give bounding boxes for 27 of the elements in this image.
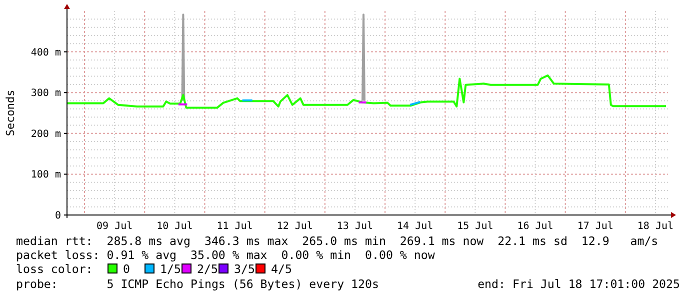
legend-label: 4/5 <box>271 262 292 276</box>
x-tick-label: 13 Jul <box>336 221 374 232</box>
legend-label: 0 <box>123 262 130 276</box>
line-series <box>66 74 667 109</box>
x-tick-label: 15 Jul <box>457 221 494 232</box>
x-tick-label: 10 Jul <box>156 221 193 232</box>
x-tick-label: 14 Jul <box>397 221 434 232</box>
y-tick-label: 400 m <box>30 47 61 58</box>
legend-label: 3/5 <box>234 262 255 276</box>
y-tick-label: 300 m <box>30 88 61 100</box>
legend-label: 2/5 <box>197 262 218 276</box>
x-tick-label: 16 Jul <box>517 221 554 232</box>
x-tick-label: 18 Jul <box>637 221 674 232</box>
legend-label: 1/5 <box>160 262 181 276</box>
x-tick-label: 09 Jul <box>96 221 133 232</box>
y-tick-label: 100 m <box>30 170 61 181</box>
y-tick-label: 0 <box>54 210 61 222</box>
text: end: Fri Jul 18 17:01:00 2025 <box>478 277 680 292</box>
text: packet loss: 0.91 % avg 35.00 % max 0.00 % min 0.00 % now <box>16 248 435 262</box>
text: probe: 5 ICMP Echo Pings (56 Bytes) every 120s <box>16 277 379 292</box>
x-tick-label: 12 Jul <box>276 221 313 232</box>
text: median rtt: 285.8 ms avg 346.3 ms max 265.0 ms min 269.1 ms now 22.1 ms sd 12.9 am/s <box>16 234 658 248</box>
x-tick-label: 17 Jul <box>577 221 614 232</box>
legend-title: loss color: <box>16 262 93 276</box>
y-axis-title: Seconds <box>4 90 17 136</box>
x-tick-label: 11 Jul <box>216 221 253 232</box>
y-tick-label: 200 m <box>30 128 61 140</box>
